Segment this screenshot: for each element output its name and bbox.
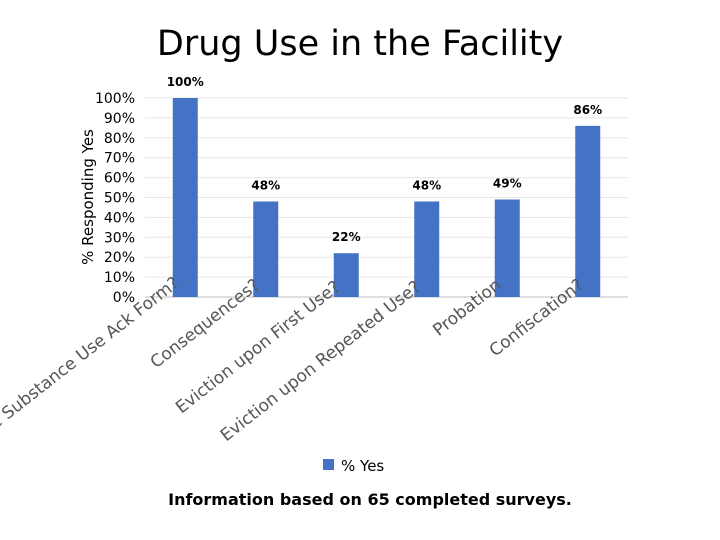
y-tick-label: 90% [104,111,135,127]
chart-title: Drug Use in the Facility [156,24,564,64]
category-label: Probation [429,275,505,340]
data-label: 22% [332,230,361,244]
y-tick-label: 60% [104,171,135,187]
y-tick-label: 80% [104,131,135,147]
gridlines [145,97,628,298]
legend-label: % Yes [341,457,384,475]
bars [172,98,601,297]
footnote: Information based on 65 completed survey… [168,490,572,509]
y-tick-label: 20% [104,250,135,266]
y-tick-label: 10% [104,270,135,286]
y-tick-label: 70% [104,151,135,167]
y-tick-label: 100% [95,91,135,107]
y-tick-label: 30% [104,230,135,246]
category-label: Complete Substance Use Ack Form? [0,273,183,477]
legend: % Yes [323,457,384,475]
bar [414,201,440,297]
bar [253,201,279,297]
bar [575,125,601,297]
bar [494,199,520,297]
data-label: 49% [493,176,522,190]
y-tick-label: 50% [104,191,135,207]
bar [172,98,198,297]
legend-swatch [323,459,334,470]
y-axis-label: % Responding Yes [79,129,97,265]
category-labels: Complete Substance Use Ack Form?Conseque… [0,273,588,477]
y-axis-ticks: 0% 10% 20% 30% 40% 50% 60% 70% 80% 90% 100% [95,91,135,306]
data-labels: 100% 48% 22% 48% 49% 86% [167,75,602,244]
data-label: 86% [573,103,602,117]
data-label: 100% [167,75,204,89]
bar [333,253,359,297]
y-tick-label: 40% [104,210,135,226]
data-label: 48% [412,178,441,192]
y-tick-label: 0% [113,290,135,306]
data-label: 48% [251,178,280,192]
